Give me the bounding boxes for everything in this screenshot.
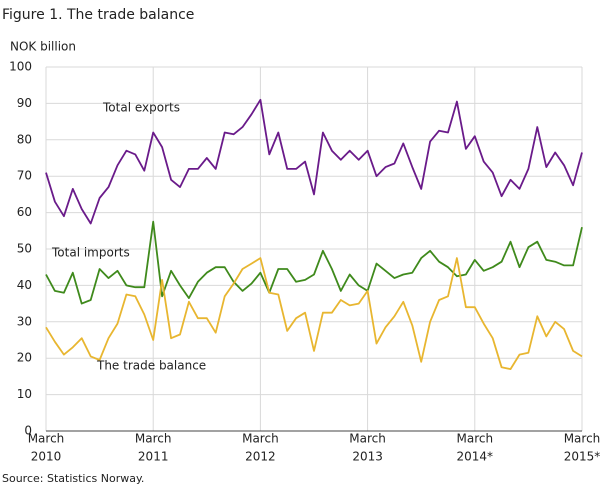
series-label: Total imports xyxy=(51,246,130,260)
y-tick-label: 50 xyxy=(17,242,32,256)
y-tick-label: 90 xyxy=(17,96,32,110)
series-line xyxy=(45,220,583,305)
chart-title: Figure 1. The trade balance xyxy=(2,7,194,23)
x-tick-label: March xyxy=(242,432,279,446)
y-tick-label: 30 xyxy=(17,314,32,328)
source: Source: Statistics Norway. xyxy=(2,472,144,485)
y-tick-label: 10 xyxy=(17,387,32,401)
series-line xyxy=(45,98,583,225)
series-line xyxy=(45,257,583,370)
series-label: The trade balance xyxy=(96,359,206,373)
y-tick-label: 70 xyxy=(17,169,32,183)
series-label: Total exports xyxy=(102,101,180,115)
x-tick-label: March xyxy=(28,432,65,446)
x-tick-label: 2014* xyxy=(457,450,494,464)
x-tick-label: 2013 xyxy=(352,450,383,464)
x-tick-label: March xyxy=(457,432,494,446)
y-tick-label: 80 xyxy=(17,132,32,146)
x-tick-label: March xyxy=(564,432,601,446)
y-axis-label: NOK billion xyxy=(10,40,76,54)
x-tick-label: March xyxy=(349,432,386,446)
y-tick-label: 20 xyxy=(17,351,32,365)
y-tick-label: 40 xyxy=(17,278,32,292)
x-tick-label: 2015* xyxy=(564,450,601,464)
y-tick-label: 60 xyxy=(17,205,32,219)
y-tick-label: 0 xyxy=(24,424,32,438)
y-tick-label: 100 xyxy=(9,60,32,74)
x-tick-label: 2011 xyxy=(138,450,169,464)
x-tick-label: March xyxy=(135,432,172,446)
x-tick-label: 2012 xyxy=(245,450,276,464)
x-tick-label: 2010 xyxy=(31,450,62,464)
